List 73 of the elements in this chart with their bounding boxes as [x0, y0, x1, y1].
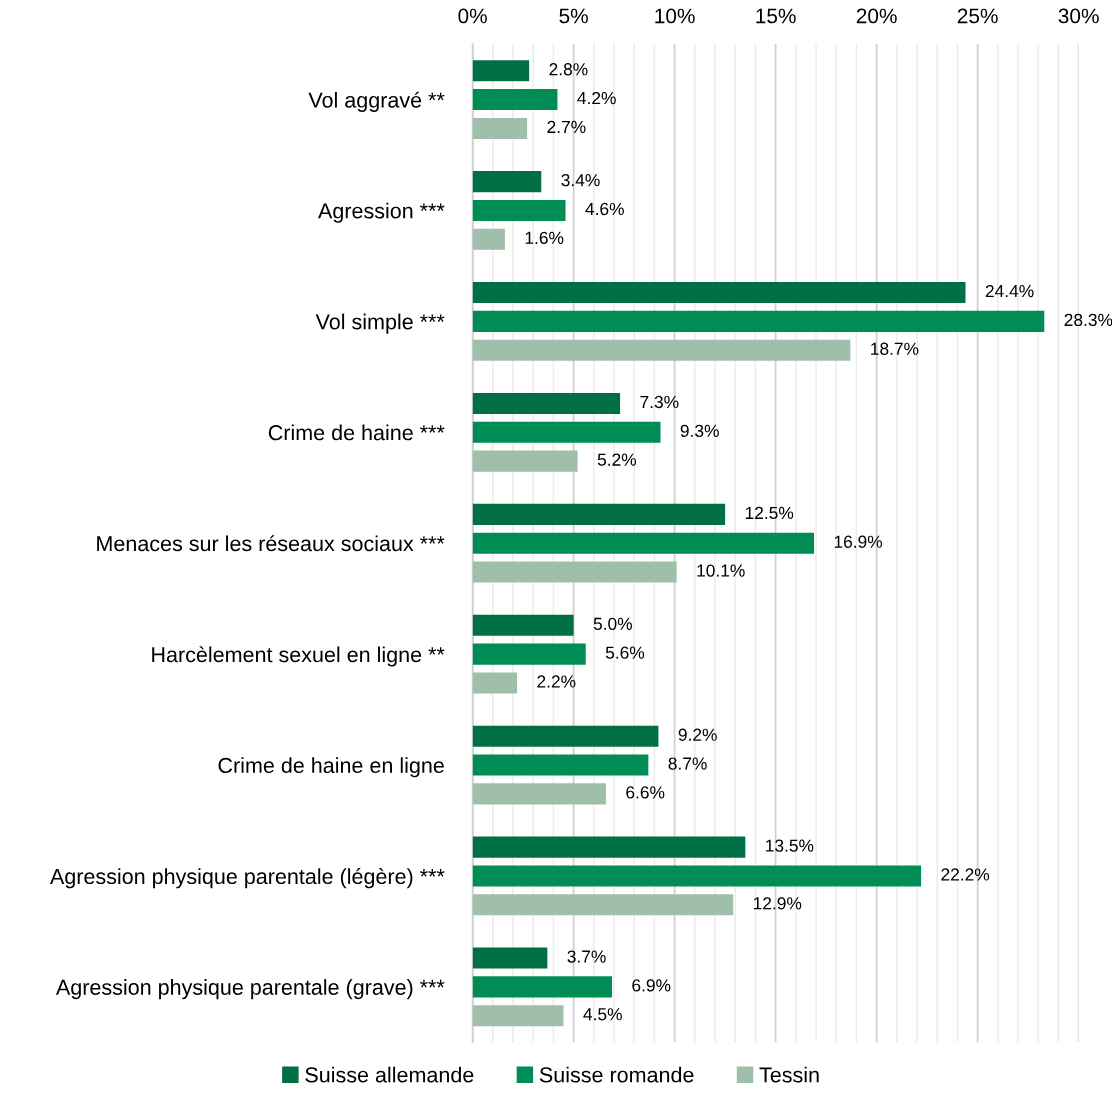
bar: [472, 976, 612, 998]
legend-label: Suisse romande: [539, 1066, 694, 1083]
data-label: 2.8%: [549, 63, 588, 76]
bar: [472, 894, 734, 916]
bar: [472, 1005, 564, 1027]
x-tick-label: 10%: [655, 8, 695, 24]
bar: [472, 783, 606, 805]
bar: [472, 865, 922, 887]
data-label: 9.3%: [680, 424, 719, 437]
data-label: 2.7%: [547, 120, 586, 134]
bar: [472, 339, 851, 361]
bar: [472, 672, 518, 694]
bar: [472, 725, 659, 747]
y-tick-label: Crime de haine en ligne: [218, 757, 444, 778]
bar: [472, 450, 578, 472]
y-tick-label: Agression physique parentale (grave) ***: [55, 979, 445, 1000]
data-label: 4.5%: [583, 1008, 622, 1021]
bar: [472, 643, 586, 665]
y-tick-label: Agression physique parentale (légère) ***: [49, 868, 445, 889]
bar: [472, 89, 558, 111]
data-label: 6.6%: [626, 786, 665, 799]
bar: [472, 754, 649, 776]
data-label: 18.7%: [871, 342, 919, 355]
data-label: 5.6%: [605, 646, 645, 659]
data-label: 24.4%: [985, 284, 1034, 298]
bar: [472, 310, 1045, 332]
legend-label: Suisse allemande: [305, 1066, 474, 1083]
data-label: 8.7%: [668, 757, 707, 770]
data-label: 5.0%: [593, 617, 632, 630]
bar: [472, 421, 661, 443]
data-label: 22.2%: [941, 868, 990, 881]
x-tick-label: 30%: [1058, 8, 1099, 24]
y-tick-label: Harcèlement sexuel en ligne **: [152, 646, 445, 667]
bar: [472, 614, 574, 636]
bar: [472, 392, 621, 415]
data-label: 16.9%: [834, 535, 883, 548]
y-tick-label: Vol aggravé **: [308, 91, 445, 112]
bar: [472, 947, 548, 969]
x-tick-label: 15%: [756, 8, 796, 24]
data-label: 4.2%: [577, 91, 616, 105]
data-label: 10.1%: [697, 564, 745, 577]
data-label: 4.6%: [585, 202, 624, 216]
bar: [472, 171, 542, 193]
bar: [472, 282, 966, 304]
bar: [472, 836, 746, 858]
data-label: 3.4%: [561, 174, 600, 187]
x-tick-label: 20%: [856, 8, 897, 24]
data-label: 12.5%: [745, 506, 794, 520]
y-tick-label: Menaces sur les réseaux sociaux ***: [97, 535, 445, 552]
bar: [472, 199, 566, 222]
data-label: 28.3%: [1064, 313, 1112, 327]
data-label: 6.9%: [632, 979, 671, 992]
bar: [472, 561, 677, 583]
y-tick-label: Vol simple ***: [315, 313, 445, 334]
data-label: 9.2%: [678, 728, 717, 741]
data-label: 5.2%: [597, 453, 637, 466]
data-label: 13.5%: [766, 839, 814, 852]
data-label: 12.9%: [753, 897, 802, 910]
bar: [472, 228, 505, 250]
data-label: 1.6%: [525, 231, 564, 244]
y-tick-label: Agression ***: [318, 202, 445, 223]
data-label: 2.2%: [537, 675, 576, 688]
legend-label: Tessin: [759, 1066, 819, 1083]
x-tick-label: 25%: [957, 8, 998, 24]
data-label: 3.7%: [567, 950, 606, 963]
x-tick-label: 5%: [559, 8, 588, 24]
data-label: 7.3%: [640, 395, 679, 409]
bar: [472, 60, 530, 82]
x-tick-label: 0%: [458, 8, 487, 24]
bar: [472, 503, 726, 525]
y-tick-label: Crime de haine ***: [268, 424, 445, 441]
bar: [472, 532, 814, 554]
bar: [472, 117, 528, 139]
